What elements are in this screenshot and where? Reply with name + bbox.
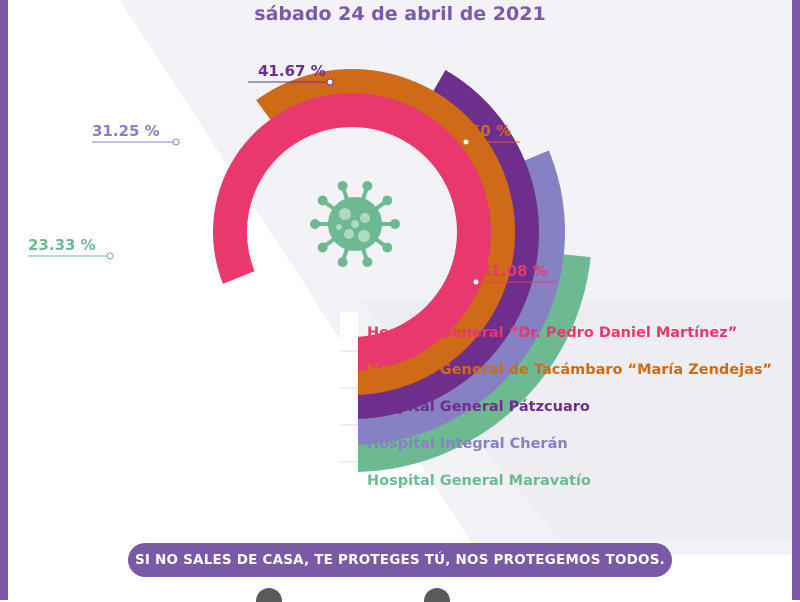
- value-label-2: 60 %: [470, 122, 511, 140]
- seal-logo-left: [256, 588, 282, 602]
- legend-item-1: Hospital General “Dr. Pedro Daniel Martí…: [367, 325, 737, 341]
- value-label-5: 23.33 %: [28, 236, 96, 254]
- left-frame-bar: [0, 0, 8, 600]
- seal-logo-right: [424, 588, 450, 602]
- value-dot-3: [326, 78, 334, 86]
- legend-item-4: Hospital Integral Cherán: [367, 436, 568, 452]
- ring-5: [352, 254, 591, 472]
- legend-item-5: Hospital General Maravatío: [367, 473, 591, 489]
- legend-tab: [340, 312, 358, 505]
- value-dot-2: [462, 138, 470, 146]
- value-label-1: 81.08 %: [480, 262, 548, 280]
- ring-3: [352, 70, 540, 420]
- ring-4: [352, 150, 565, 445]
- value-dot-5: [106, 252, 114, 260]
- slogan-banner: SI NO SALES DE CASA, TE PROTEGES TÚ, NOS…: [128, 543, 672, 577]
- ring-2: [256, 69, 515, 395]
- right-frame-bar: [792, 0, 800, 600]
- legend-item-2: Hospital General de Tacámbaro “María Zen…: [367, 362, 772, 378]
- value-dot-1: [472, 278, 480, 286]
- value-label-3: 41.67 %: [258, 62, 326, 80]
- value-dot-4: [172, 138, 180, 146]
- date-title: sábado 24 de abril de 2021: [254, 3, 546, 25]
- legend-item-3: Hospital General Pátzcuaro: [367, 399, 590, 415]
- virus-icon: [310, 180, 400, 268]
- value-label-4: 31.25 %: [92, 122, 160, 140]
